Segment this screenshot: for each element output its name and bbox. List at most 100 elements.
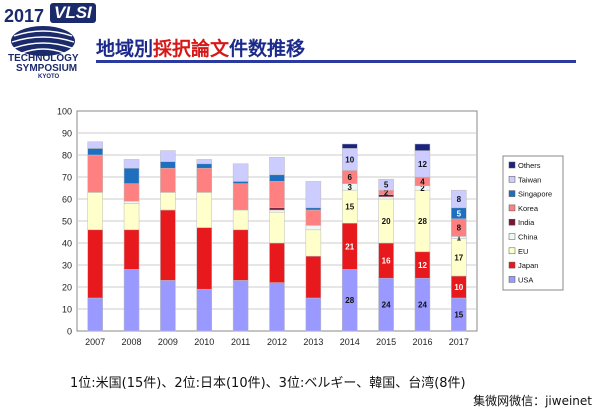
bar-segment — [160, 167, 176, 193]
bar-segment — [305, 229, 322, 257]
logo-line-technology: TECHNOLOGY — [8, 53, 79, 64]
bar-segment — [123, 203, 140, 231]
bar-segment — [87, 297, 103, 332]
legend-swatch — [508, 204, 516, 212]
logo-line-symposium: SYMPOSIUM — [16, 63, 78, 74]
bar-segment — [305, 181, 322, 209]
bar-segment — [196, 167, 213, 193]
data-label: 24 — [382, 301, 391, 310]
bar-segment — [196, 192, 213, 228]
globe-icon — [11, 26, 75, 56]
bar-segment — [232, 181, 249, 184]
data-label: 10 — [454, 283, 463, 292]
legend-swatch — [508, 247, 516, 255]
bar-segment — [269, 181, 285, 209]
title-part-3: 件数推移 — [229, 38, 306, 60]
data-label: 12 — [418, 261, 427, 270]
bar-segment — [160, 280, 176, 332]
bar-segment — [269, 207, 285, 211]
legend-swatch — [508, 233, 516, 240]
bar-segment — [305, 255, 322, 299]
bar-segment — [305, 209, 322, 226]
data-label: 2 — [384, 188, 389, 197]
y-tick-label: 20 — [62, 283, 72, 293]
logo-name: VLSI — [50, 3, 96, 23]
x-tick-label: 2008 — [122, 337, 142, 347]
y-tick-label: 10 — [62, 305, 72, 315]
bar-segment — [269, 156, 285, 176]
bar-segment — [160, 161, 176, 169]
data-label: 2 — [420, 184, 425, 193]
data-label: 1 — [457, 234, 462, 243]
legend-swatch — [508, 176, 516, 183]
bar-segment — [123, 167, 140, 184]
data-label: 15 — [454, 311, 463, 320]
y-tick-label: 90 — [62, 129, 72, 139]
bar-segment — [269, 211, 285, 244]
y-tick-label: 100 — [57, 107, 72, 117]
bar-segment — [87, 141, 103, 149]
data-label: 15 — [345, 203, 354, 212]
slide-title: 地域別採択論文件数推移 — [96, 34, 305, 61]
y-tick-label: 60 — [62, 195, 72, 205]
data-label: 6 — [348, 173, 353, 182]
legend-label: Korea — [518, 204, 539, 213]
bar-segment — [123, 229, 140, 270]
bar-segment — [269, 282, 285, 332]
bar-segment — [160, 192, 176, 211]
data-label: 8 — [457, 195, 462, 204]
legend-swatch — [508, 261, 516, 269]
y-tick-label: 0 — [67, 327, 72, 337]
data-label: 28 — [418, 217, 427, 226]
data-label: 24 — [418, 301, 427, 310]
x-tick-label: 2017 — [449, 337, 469, 347]
bar-segment — [451, 189, 467, 209]
data-label: 17 — [454, 253, 463, 262]
data-label: 3 — [348, 183, 353, 192]
legend-label: EU — [518, 247, 528, 256]
bar-segment — [87, 192, 103, 231]
legend-label: Japan — [518, 261, 538, 270]
bar-segment — [378, 178, 394, 191]
bar-segment — [305, 225, 322, 231]
bar-segment — [305, 207, 322, 211]
data-label: 16 — [382, 257, 391, 266]
y-tick-label: 70 — [62, 173, 72, 183]
bar-segment — [232, 209, 249, 231]
bar-segment — [123, 269, 140, 332]
legend-swatch — [508, 161, 516, 169]
legend-label: India — [518, 218, 535, 227]
bar-segment — [232, 280, 249, 332]
x-tick-label: 2014 — [340, 337, 360, 347]
data-label: 21 — [345, 242, 354, 251]
legend-swatch — [508, 276, 516, 283]
y-tick-label: 40 — [62, 239, 72, 249]
bar-segment — [341, 143, 358, 149]
data-label: 4 — [420, 177, 425, 186]
bar-segment — [87, 154, 103, 193]
y-tick-label: 30 — [62, 261, 72, 271]
slide-header: 2017 VLSI TECHNOLOGY SYMPOSIUM KYOTO 地域別… — [0, 0, 600, 80]
data-label: 5 — [384, 181, 389, 190]
legend-label: Taiwan — [518, 175, 541, 184]
bar-segment — [160, 150, 176, 162]
bar-segment — [269, 209, 285, 213]
y-tick-label: 80 — [62, 151, 72, 161]
bar-segment — [123, 159, 140, 169]
data-label: 28 — [345, 296, 354, 305]
legend-label: USA — [518, 275, 533, 284]
data-label: 10 — [345, 155, 354, 164]
y-tick-label: 50 — [62, 217, 72, 227]
x-tick-label: 2012 — [267, 337, 287, 347]
bar-segment — [196, 227, 213, 290]
x-tick-label: 2011 — [231, 337, 250, 347]
x-tick-label: 2010 — [194, 337, 214, 347]
credit-text: 集微网微信：jiweinet — [473, 394, 592, 408]
bar-segment — [196, 288, 213, 332]
legend-swatch — [508, 218, 516, 226]
logo-line-kyoto: KYOTO — [38, 74, 60, 80]
bar-segment — [196, 163, 213, 169]
bar-segment — [305, 297, 322, 332]
title-underline — [96, 60, 576, 63]
bar-segment — [232, 163, 249, 182]
